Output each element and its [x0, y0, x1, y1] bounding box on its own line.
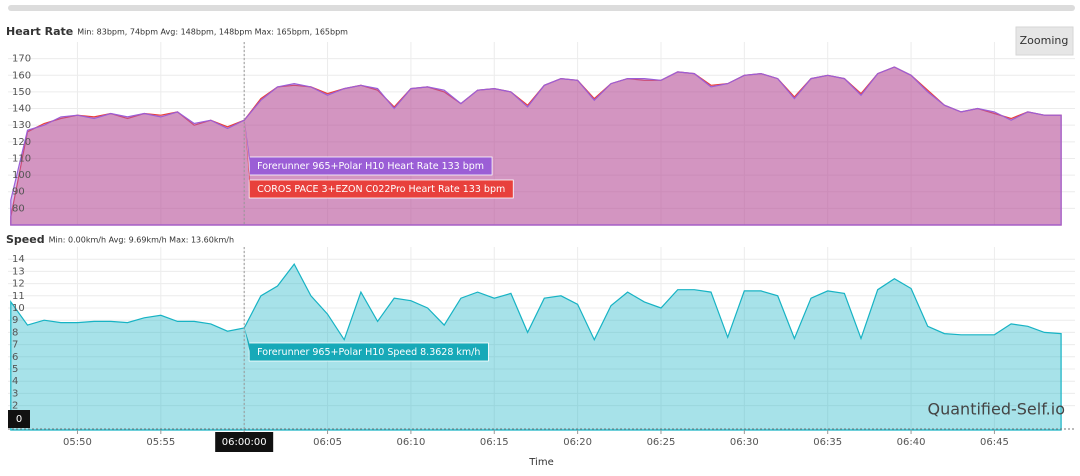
y-tick-label: 8: [12, 327, 18, 338]
chart-title: Speed: [6, 233, 45, 246]
x-tick-label: 06:10: [396, 437, 425, 448]
y-tick-label: 5: [12, 364, 18, 375]
crosshair-y-label: 0: [16, 414, 22, 425]
crosshair-x-label: 06:00:00: [222, 437, 267, 448]
zoom-button-bg[interactable]: [1015, 26, 1074, 56]
crosshair-x-bg: [215, 432, 274, 452]
y-tick-label: 12: [12, 279, 25, 290]
y-tick-label: 140: [12, 104, 31, 115]
y-tick-label: 150: [12, 87, 31, 98]
y-tick-label: 110: [12, 153, 31, 164]
y-tick-label: 170: [12, 54, 31, 65]
chart-subtitle: Min: 83bpm, 74bpm Avg: 148bpm, 148bpm Ma…: [77, 28, 348, 37]
x-tick-label: 06:15: [480, 437, 509, 448]
x-tick-label: 06:20: [563, 437, 592, 448]
tooltip-pointer: [244, 117, 251, 168]
x-tick-label: 05:55: [146, 437, 175, 448]
tooltip: Forerunner 965+Polar H10 Speed 8.3628 km…: [244, 327, 489, 362]
scrollbar[interactable]: [8, 5, 1075, 11]
x-axis-label: Time: [528, 457, 553, 468]
y-tick-label: 11: [12, 291, 25, 302]
y-tick-label: 7: [12, 340, 18, 351]
tooltip-bg: [248, 156, 493, 176]
zoom-button[interactable]: Zooming: [1015, 26, 1074, 56]
y-tick-label: 160: [12, 70, 31, 81]
y-tick-label: 120: [12, 137, 31, 148]
area-series: [10, 262, 1062, 431]
y-tick-label: 6: [12, 352, 18, 363]
watermark: Quantified-Self.io: [928, 400, 1065, 419]
x-tick-label: 06:30: [730, 437, 759, 448]
tooltip-label: Forerunner 965+Polar H10 Speed 8.3628 km…: [257, 347, 480, 358]
plot-area: [8, 42, 1075, 225]
y-tick-label: 14: [12, 254, 25, 265]
tooltip-bg: [248, 179, 514, 199]
y-tick-label: 13: [12, 266, 25, 277]
y-tick-label: 4: [12, 376, 18, 387]
y-tick-label: 9: [12, 315, 18, 326]
x-tick-label: 06:35: [813, 437, 842, 448]
y-tick-label: 90: [12, 187, 25, 198]
x-tick-label: 06:25: [647, 437, 676, 448]
tooltip-label: COROS PACE 3+EZON C022Pro Heart Rate 133…: [257, 184, 505, 195]
y-tick-label: 130: [12, 120, 31, 131]
y-tick-label: 80: [12, 203, 25, 214]
y-tick-label: 100: [12, 170, 31, 181]
crosshair-y-bg: [8, 410, 30, 428]
y-tick-label: 2: [12, 401, 18, 412]
x-tick-label: 06:45: [980, 437, 1009, 448]
tooltip: COROS PACE 3+EZON C022Pro Heart Rate 133…: [244, 117, 514, 199]
chart-subtitle: Min: 0.00km/h Avg: 9.69km/h Max: 13.60km…: [49, 236, 234, 245]
tooltip: Forerunner 965+Polar H10 Heart Rate 133 …: [244, 117, 493, 176]
x-tick-label: 05:50: [63, 437, 92, 448]
zoom-button-label[interactable]: Zooming: [1020, 34, 1069, 47]
x-tick-label: 06:40: [897, 437, 926, 448]
tooltip-bg: [248, 342, 489, 362]
plot-area: [8, 247, 1075, 430]
y-tick-label: 10: [12, 303, 25, 314]
tooltip-pointer: [244, 117, 251, 191]
tooltip-pointer: [244, 327, 251, 354]
chart-title: Heart Rate: [6, 25, 73, 38]
tooltip-label: Forerunner 965+Polar H10 Heart Rate 133 …: [257, 161, 484, 172]
x-tick-label: 06:05: [313, 437, 342, 448]
y-tick-label: 3: [12, 388, 18, 399]
